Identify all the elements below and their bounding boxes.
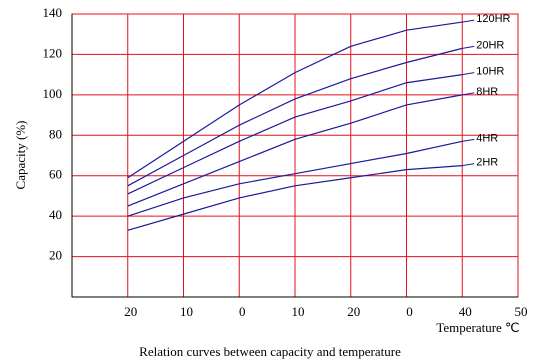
x-tick-label: 20	[124, 304, 137, 319]
y-tick-label: 40	[49, 207, 62, 222]
series-line	[127, 47, 463, 187]
y-tick-label: 60	[49, 167, 62, 182]
x-tick-label: 40	[459, 304, 472, 319]
x-tick-label: 0	[239, 304, 246, 319]
y-tick-label: 140	[43, 5, 63, 20]
y-tick-label: 20	[49, 248, 62, 263]
series-line	[127, 94, 463, 207]
series-line	[127, 140, 463, 217]
label-leader	[462, 138, 475, 142]
series-label: 20HR	[476, 39, 504, 51]
series-label: 10HR	[476, 66, 504, 78]
x-tick-label: 10	[180, 304, 193, 319]
series-label: 8HR	[476, 86, 498, 98]
series-line	[127, 74, 463, 195]
x-tick-label: 10	[292, 304, 305, 319]
x-tick-label: 20	[347, 304, 360, 319]
y-tick-label: 120	[43, 45, 63, 60]
y-axis-label: Capacity (%)	[13, 121, 28, 190]
series-label: 120HR	[476, 13, 510, 25]
series-label: 2HR	[476, 157, 498, 169]
label-leader	[462, 45, 475, 49]
y-tick-label: 100	[43, 86, 63, 101]
series-label: 4HR	[476, 132, 498, 144]
series-line	[127, 165, 463, 231]
label-leader	[462, 163, 475, 167]
label-leader	[462, 19, 475, 23]
series-line	[127, 21, 463, 179]
x-tick-label: 0	[406, 304, 413, 319]
label-leader	[462, 72, 475, 76]
caption: Relation curves between capacity and tem…	[139, 344, 401, 359]
x-tick-label: 50	[515, 304, 528, 319]
x-axis-label: Temperature ℃	[436, 320, 519, 335]
label-leader	[462, 92, 475, 96]
y-tick-label: 80	[49, 126, 62, 141]
